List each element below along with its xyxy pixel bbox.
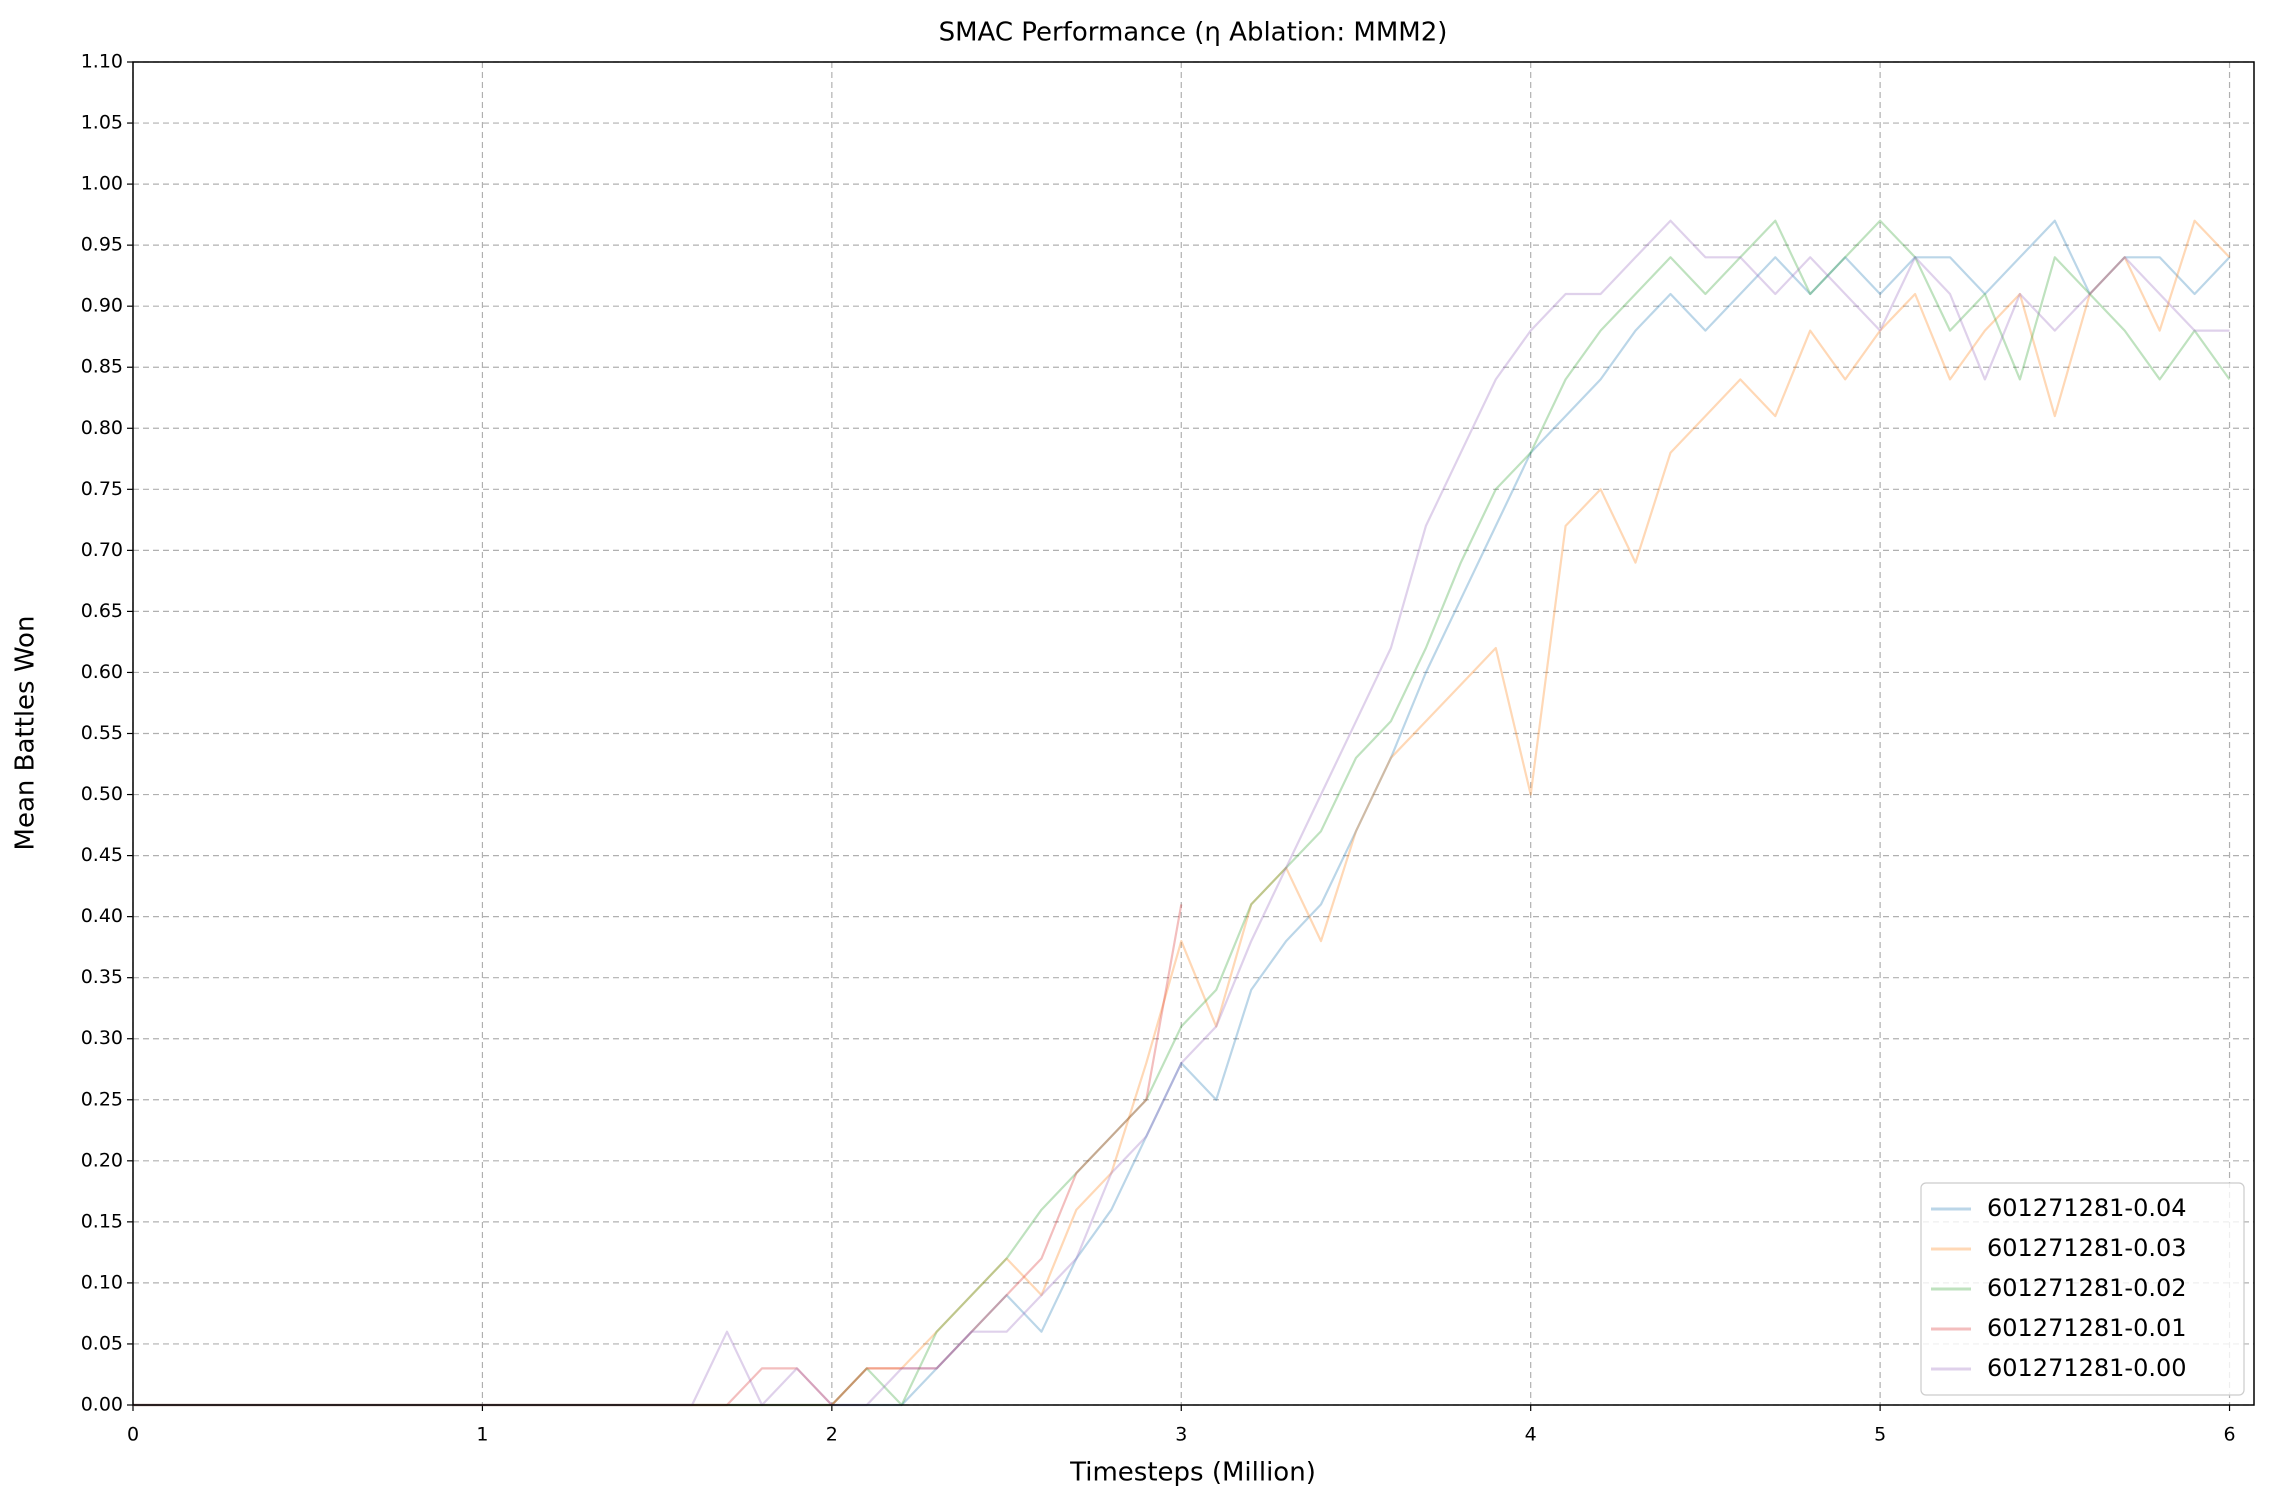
y-tick-label: 1.10	[81, 51, 123, 73]
legend-label: 601271281-0.00	[1987, 1354, 2187, 1382]
y-tick-label: 0.60	[81, 661, 123, 683]
x-tick-label: 4	[1525, 1424, 1537, 1446]
y-tick-label: 0.00	[81, 1394, 123, 1416]
y-tick-label: 0.85	[81, 356, 123, 378]
y-tick-label: 0.05	[81, 1332, 123, 1354]
y-tick-label: 0.35	[81, 966, 123, 988]
y-tick-label: 0.20	[81, 1149, 123, 1171]
x-axis-label: Timesteps (Million)	[1069, 1458, 1316, 1488]
x-tick-label: 0	[127, 1424, 139, 1446]
legend-box	[1920, 1182, 2245, 1396]
legend-label: 601271281-0.01	[1987, 1314, 2187, 1342]
y-tick-label: 1.00	[81, 173, 123, 195]
y-tick-label: 0.55	[81, 722, 123, 744]
y-tick-label: 0.70	[81, 539, 123, 561]
y-tick-label: 0.90	[81, 295, 123, 317]
y-tick-label: 0.30	[81, 1027, 123, 1049]
y-tick-label: 0.15	[81, 1210, 123, 1232]
y-tick-label: 0.10	[81, 1271, 123, 1293]
legend-label: 601271281-0.04	[1987, 1194, 2187, 1222]
x-tick-label: 1	[476, 1424, 488, 1446]
x-tick-label: 2	[826, 1424, 838, 1446]
x-tick-label: 5	[1874, 1424, 1886, 1446]
y-tick-label: 0.65	[81, 600, 123, 622]
y-tick-label: 0.50	[81, 783, 123, 805]
y-tick-label: 0.45	[81, 844, 123, 866]
y-tick-label: 1.05	[81, 112, 123, 134]
y-tick-label: 0.95	[81, 234, 123, 256]
legend-label: 601271281-0.03	[1987, 1234, 2187, 1262]
series-line	[133, 904, 1183, 1407]
legend-label: 601271281-0.02	[1987, 1274, 2187, 1302]
y-tick-label: 0.40	[81, 905, 123, 927]
chart-title: SMAC Performance (η Ablation: MMM2)	[939, 18, 1448, 48]
y-tick-label: 0.80	[81, 417, 123, 439]
x-tick-label: 3	[1175, 1424, 1187, 1446]
y-tick-label: 0.25	[81, 1088, 123, 1110]
y-axis-label: Mean Battles Won	[11, 616, 41, 851]
y-tick-label: 0.75	[81, 478, 123, 500]
plot-frame	[132, 61, 2255, 1406]
x-tick-label: 6	[2223, 1424, 2235, 1446]
